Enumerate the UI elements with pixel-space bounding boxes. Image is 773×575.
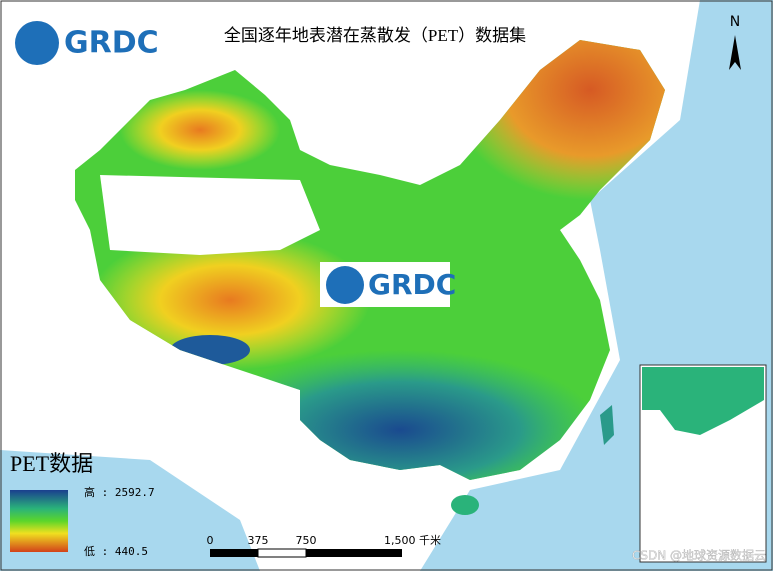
inset-land (642, 367, 764, 435)
legend-title: PET数据 (10, 451, 93, 476)
logo-text: GRDC (64, 26, 159, 61)
legend-high: 高 : 2592.7 (84, 485, 155, 499)
scale-bar (210, 548, 402, 558)
legend-low: 低 : 440.5 (84, 545, 148, 558)
legend-ramp (10, 490, 68, 552)
watermark-text: GRDC (368, 268, 456, 301)
north-label: N (730, 14, 740, 30)
scale-label: 1,500 千米 (384, 534, 441, 547)
scale-label: 375 (248, 534, 269, 547)
scale-label: 750 (296, 534, 317, 547)
hainan (451, 495, 479, 515)
watermark-icon (326, 266, 364, 304)
taiwan (600, 405, 614, 445)
scale-label: 0 (207, 534, 214, 547)
credit: CSDN @地球资源数据云 (632, 548, 766, 563)
north-arrow (729, 35, 741, 70)
title: 全国逐年地表潜在蒸散发（PET）数据集 (224, 26, 526, 45)
logo-icon (15, 21, 59, 65)
